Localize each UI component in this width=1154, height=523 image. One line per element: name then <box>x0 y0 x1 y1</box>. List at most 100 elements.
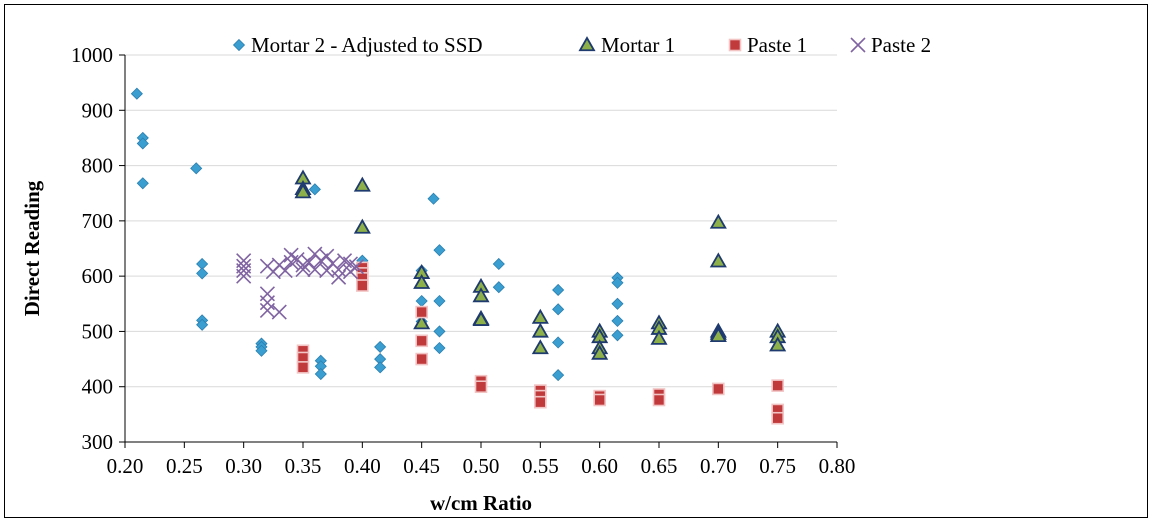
x-tick-label: 0.35 <box>285 454 322 478</box>
data-point <box>130 87 143 100</box>
x-stroke <box>319 263 335 279</box>
data-point <box>331 269 347 285</box>
y-tick-label: 300 <box>82 430 114 454</box>
y-tick-label: 1000 <box>71 43 113 67</box>
x-tick-label: 0.55 <box>522 454 559 478</box>
series-diamond <box>130 87 624 382</box>
data-point <box>593 393 606 407</box>
data-point <box>296 361 310 374</box>
x-stroke <box>295 261 311 278</box>
y-tick-label: 400 <box>82 375 114 399</box>
x-stroke <box>236 268 252 284</box>
data-point <box>348 259 364 275</box>
x-axis-title: w/cm Ratio <box>430 491 532 515</box>
data-point <box>415 294 428 308</box>
data-point <box>650 329 668 345</box>
data-point <box>552 283 565 297</box>
data-point <box>314 367 327 381</box>
axes: 300 400 500 600 700 800 900 1000 0.20 0.25 0.30 0.3… <box>71 43 855 478</box>
x-tick-label: 0.20 <box>107 454 144 478</box>
data-point <box>259 295 275 311</box>
data-point <box>771 411 784 425</box>
data-point <box>433 341 446 355</box>
scatter-chart: 300 400 500 600 700 800 900 1000 0.20 0.25 0.30 0.3… <box>20 33 931 515</box>
data-point <box>415 305 428 319</box>
data-point <box>427 192 440 205</box>
x-tick-label: 0.40 <box>344 454 381 478</box>
x-stroke <box>331 261 347 278</box>
data-point <box>374 340 387 353</box>
data-point <box>331 261 347 278</box>
legend-item: Paste 2 <box>850 33 931 57</box>
legend-marker <box>850 37 866 53</box>
data-point <box>709 327 727 343</box>
data-point <box>353 176 371 192</box>
series-triangle <box>294 169 787 360</box>
x-tick-label: 0.25 <box>166 454 203 478</box>
data-point <box>136 137 149 150</box>
x-tick-label: 0.70 <box>700 454 737 478</box>
x-tick-label: 0.65 <box>641 454 678 478</box>
series-square <box>296 261 784 425</box>
data-point <box>136 177 149 190</box>
data-point <box>255 344 268 357</box>
legend-item: Mortar 1 <box>578 33 675 57</box>
data-point <box>271 304 287 320</box>
data-point <box>433 244 446 257</box>
x-stroke <box>271 304 287 320</box>
data-point <box>307 261 323 278</box>
data-point <box>611 314 624 327</box>
data-point <box>531 322 549 338</box>
data-point <box>611 297 624 310</box>
x-tick-label: 0.30 <box>225 454 262 478</box>
data-point <box>534 395 547 409</box>
data-point <box>709 252 727 268</box>
gridlines <box>125 54 837 388</box>
y-tick-label: 600 <box>82 264 114 288</box>
data-point <box>492 281 505 294</box>
data-point <box>374 361 387 374</box>
x-stroke <box>236 263 252 279</box>
data-point <box>294 183 312 199</box>
data-point <box>712 382 725 396</box>
data-point <box>611 329 624 342</box>
y-tick-label: 700 <box>82 209 114 233</box>
data-point <box>652 393 666 407</box>
legend-label: Paste 1 <box>747 33 807 57</box>
legend-label: Mortar 2 - Adjusted to SSD <box>251 33 483 57</box>
data-point <box>236 263 252 279</box>
data-point <box>472 311 490 326</box>
legend-label: Mortar 1 <box>601 33 675 57</box>
data-point <box>433 294 446 308</box>
data-point <box>709 213 727 229</box>
x-stroke <box>342 256 359 272</box>
data-point <box>319 248 335 264</box>
data-point <box>591 344 609 360</box>
legend: Mortar 2 - Adjusted to SSD Mortar 1 Paste … <box>232 33 931 57</box>
legend-item: Paste 1 <box>728 33 807 57</box>
data-point <box>433 325 446 338</box>
legend-label: Paste 2 <box>871 33 931 57</box>
x-stroke <box>319 248 335 264</box>
legend-item: Mortar 2 - Adjusted to SSD <box>232 33 483 57</box>
data-point <box>319 263 335 279</box>
legend-marker <box>728 38 742 52</box>
data-point <box>492 257 505 271</box>
x-stroke <box>259 295 275 311</box>
y-tick-label: 800 <box>82 154 114 178</box>
x-stroke <box>336 253 353 269</box>
data-point <box>413 273 431 289</box>
series-x <box>236 246 364 320</box>
x-tick-label: 0.75 <box>759 454 796 478</box>
data-point <box>353 218 371 234</box>
data-point <box>474 380 488 394</box>
data-point <box>552 303 565 316</box>
x-stroke <box>283 247 299 263</box>
x-tick-label: 0.50 <box>463 454 500 478</box>
data-points <box>130 87 787 425</box>
data-point <box>415 352 428 366</box>
y-tick-label: 500 <box>82 319 114 343</box>
data-point <box>196 318 209 331</box>
x-tick-label: 0.80 <box>819 454 856 478</box>
data-point <box>415 334 428 348</box>
